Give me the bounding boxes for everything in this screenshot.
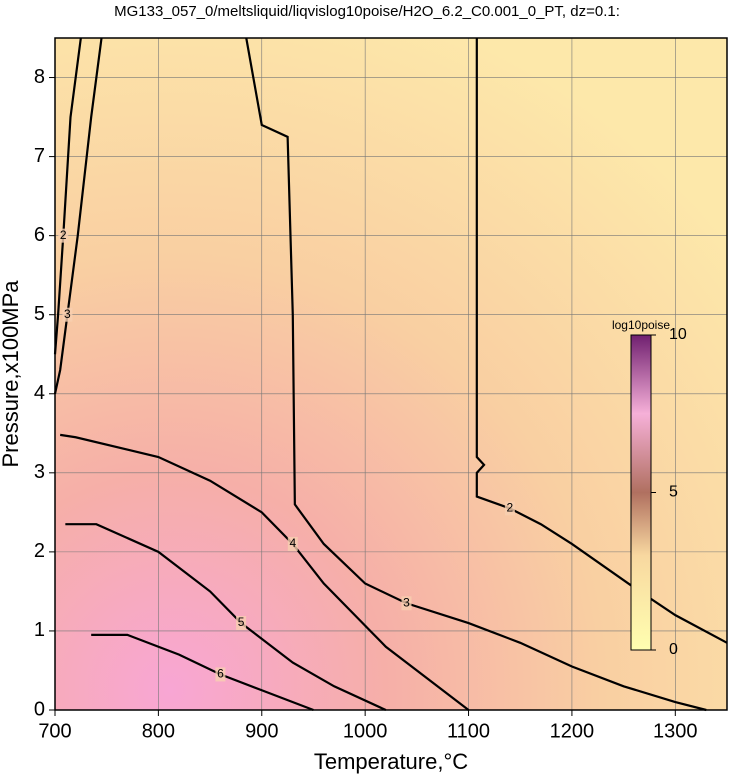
y-tick-label: 7 bbox=[34, 145, 45, 167]
colorbar-tick-label: 5 bbox=[669, 484, 678, 501]
colorbar-label: log10poise bbox=[612, 318, 670, 332]
plot-area bbox=[55, 38, 727, 710]
x-tick-label: 700 bbox=[38, 720, 71, 742]
contour-label: 2 bbox=[507, 501, 514, 515]
contour-label-bg bbox=[215, 667, 226, 682]
colorbar-tick-label: 0 bbox=[669, 641, 678, 658]
y-tick-label: 4 bbox=[34, 382, 45, 404]
x-axis-label: Temperature,°C bbox=[314, 749, 468, 774]
x-tick-label: 800 bbox=[142, 720, 175, 742]
x-tick-label: 1100 bbox=[447, 720, 490, 742]
chart-title: MG133_057_0/meltsliquid/liqvislog10poise… bbox=[114, 3, 620, 20]
plot-frame bbox=[54, 37, 728, 711]
contour-label: 6 bbox=[217, 667, 224, 681]
y-tick-label: 2 bbox=[34, 540, 45, 562]
contour-line bbox=[91, 633, 314, 712]
contour-label-bg bbox=[58, 228, 69, 243]
y-axis-label: Pressure,x100MPa bbox=[0, 280, 23, 468]
contour-label-bg bbox=[287, 536, 298, 551]
contour-label: 3 bbox=[403, 595, 410, 609]
contour-line bbox=[65, 523, 387, 711]
contour-label-bg bbox=[504, 501, 515, 516]
contour-line bbox=[245, 37, 707, 712]
colorbar-tick-label: 10 bbox=[669, 326, 687, 343]
contour-label-bg bbox=[401, 596, 412, 611]
colorbar bbox=[630, 334, 652, 651]
y-tick-label: 0 bbox=[34, 698, 45, 720]
contour-label: 4 bbox=[289, 536, 296, 550]
contour-label-bg bbox=[62, 307, 73, 322]
contour-label: 5 bbox=[238, 615, 245, 629]
contour-label: 3 bbox=[64, 307, 71, 321]
y-tick-label: 1 bbox=[34, 619, 45, 641]
contour-line bbox=[53, 37, 103, 394]
y-tick-label: 3 bbox=[34, 461, 45, 483]
contour-label: 2 bbox=[60, 228, 67, 242]
y-tick-label: 8 bbox=[34, 66, 45, 88]
x-tick-label: 1000 bbox=[343, 720, 388, 742]
y-tick-label: 6 bbox=[34, 224, 45, 246]
y-tick-label: 5 bbox=[34, 303, 45, 325]
x-tick-label: 1200 bbox=[550, 720, 595, 742]
x-tick-label: 900 bbox=[245, 720, 278, 742]
contour-label-bg bbox=[236, 616, 247, 631]
x-tick-label: 1300 bbox=[653, 720, 698, 742]
